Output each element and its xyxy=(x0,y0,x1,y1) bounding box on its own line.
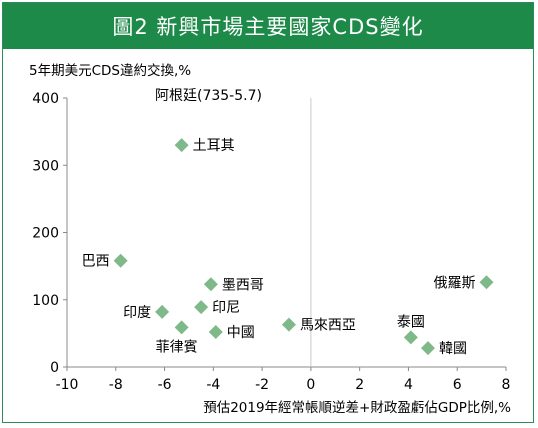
point-label: 巴西 xyxy=(82,254,110,270)
x-tick-label: -10 xyxy=(56,377,79,393)
x-tick-label: -6 xyxy=(158,377,172,393)
point-label: 中國 xyxy=(227,325,255,341)
point-label: 泰國 xyxy=(397,314,425,330)
point-label: 菲律賓 xyxy=(156,338,198,355)
argentina-annotation: 阿根廷(735-5.7) xyxy=(155,88,262,104)
plot-area: 5年期美元CDS違約交換,% 預估2019年經常帳順逆差+財政盈虧佔GDP比例,… xyxy=(3,49,535,424)
point-label: 俄羅斯 xyxy=(433,275,475,291)
axes-group: 0 100 200 300 400 -10 -8 -6 -4 -2 0 2 4 6 8 xyxy=(32,91,510,393)
point-label: 韓國 xyxy=(439,341,467,357)
point-marker xyxy=(174,320,189,335)
scatter-chart: 5年期美元CDS違約交換,% 預估2019年經常帳順逆差+財政盈虧佔GDP比例,… xyxy=(29,62,511,416)
y-axis-label: 5年期美元CDS違約交換,% xyxy=(29,62,191,79)
x-tick-label: -4 xyxy=(206,377,220,393)
y-tick-label: 300 xyxy=(32,158,59,174)
x-tick-label: 0 xyxy=(306,377,315,393)
x-tick-label: -8 xyxy=(109,377,123,393)
point-marker xyxy=(281,317,296,332)
y-tick-label: 100 xyxy=(32,293,59,309)
point-label: 墨西哥 xyxy=(222,277,264,293)
x-tick-label: 2 xyxy=(355,377,364,393)
y-tick-label: 0 xyxy=(50,360,59,376)
x-tick-label: 6 xyxy=(453,377,462,393)
point-marker xyxy=(208,325,223,340)
point-marker xyxy=(203,277,218,292)
point-marker xyxy=(420,341,435,356)
x-tick-label: 4 xyxy=(404,377,413,393)
x-axis-label: 預估2019年經常帳順逆差+財政盈虧佔GDP比例,% xyxy=(203,400,511,416)
point-marker xyxy=(113,253,128,268)
point-marker xyxy=(194,300,209,315)
point-label: 土耳其 xyxy=(193,138,235,154)
y-tick-label: 400 xyxy=(32,91,59,107)
point-marker xyxy=(479,275,494,290)
point-label: 印度 xyxy=(123,305,151,321)
x-tick-label: 8 xyxy=(502,377,511,393)
point-marker xyxy=(403,330,418,345)
point-label: 馬來西亞 xyxy=(300,318,356,334)
chart-frame: 圖2 新興市場主要國家CDS變化 5年期美元CDS違約交換,% 預估2019年經… xyxy=(2,2,534,423)
x-tick-label: -2 xyxy=(255,377,269,393)
chart-title: 圖2 新興市場主要國家CDS變化 xyxy=(3,3,533,49)
point-marker xyxy=(174,138,189,153)
y-tick-label: 200 xyxy=(32,226,59,242)
point-marker xyxy=(155,304,170,319)
point-label: 印尼 xyxy=(212,300,240,316)
